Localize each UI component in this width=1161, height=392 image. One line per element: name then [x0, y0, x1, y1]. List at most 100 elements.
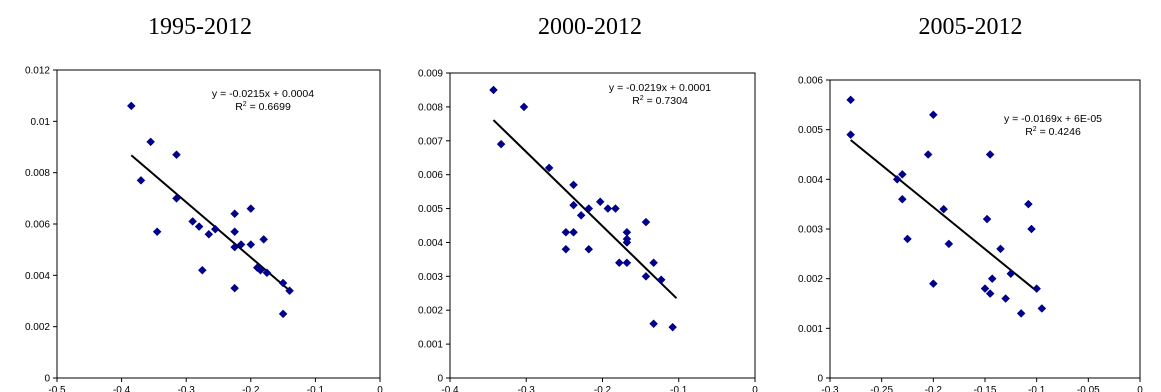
- data-point: [903, 234, 912, 244]
- x-tick-label: 0: [752, 385, 758, 392]
- y-tick-label: 0.002: [25, 322, 50, 333]
- x-tick-label: -0.3: [518, 385, 536, 392]
- y-tick-label: 0.008: [418, 102, 443, 113]
- x-tick-label: 0: [1137, 385, 1143, 392]
- y-tick-label: 0.007: [418, 136, 443, 147]
- chart-panel-2005-2012: 2005-2012 0 0.001 0.002 0.003 0.004 0.005 0.00…: [780, 0, 1161, 392]
- data-point: [987, 274, 997, 284]
- data-point: [996, 244, 1005, 254]
- data-point: [519, 102, 529, 112]
- data-point: [980, 284, 990, 293]
- data-point: [210, 224, 220, 234]
- data-point: [204, 229, 214, 239]
- data-point: [595, 197, 605, 207]
- trendline-equation: y = -0.0219x + 0.0001: [609, 82, 711, 94]
- data-point: [1001, 294, 1011, 303]
- y-tick-label: 0.003: [418, 272, 443, 283]
- y-tick-label: 0.002: [418, 306, 443, 317]
- y-tick-label: 0.012: [25, 66, 50, 77]
- data-point: [584, 204, 594, 213]
- y-tick-label: 0: [44, 374, 50, 385]
- y-tick-label: 0.006: [25, 220, 50, 231]
- x-tick-label: -0.4: [113, 385, 131, 392]
- y-tick-label: 0.008: [25, 168, 50, 179]
- x-tick-label: -0.1: [1028, 385, 1046, 392]
- x-tick-label: -0.5: [48, 385, 66, 392]
- data-point: [1016, 309, 1026, 318]
- data-point: [152, 227, 162, 237]
- x-tick-label: -0.05: [1077, 385, 1100, 392]
- data-point: [611, 204, 620, 213]
- data-point: [1032, 284, 1042, 293]
- data-point: [846, 95, 856, 105]
- trendline-equation: y = -0.0169x + 6E-05: [1004, 113, 1102, 125]
- data-point: [614, 258, 624, 268]
- data-point: [489, 85, 498, 95]
- data-point: [641, 217, 651, 227]
- data-point: [172, 150, 181, 160]
- y-tick-label: 0: [437, 374, 443, 385]
- data-point: [1006, 269, 1016, 279]
- data-point: [939, 204, 949, 214]
- x-tick-label: -0.1: [670, 385, 688, 392]
- data-point: [1024, 199, 1033, 209]
- data-point: [188, 217, 198, 226]
- y-tick-label: 0.005: [418, 204, 443, 215]
- data-point: [285, 286, 294, 296]
- y-tick-label: 0.01: [31, 117, 51, 128]
- x-tick-label: -0.2: [242, 385, 260, 392]
- data-point: [236, 240, 246, 249]
- x-tick-label: -0.25: [870, 385, 893, 392]
- data-point: [649, 258, 658, 268]
- data-point: [649, 319, 658, 329]
- data-point: [892, 174, 902, 184]
- data-point: [846, 130, 856, 139]
- data-point: [246, 204, 256, 213]
- y-tick-label: 0.004: [418, 238, 443, 249]
- data-point: [923, 150, 933, 159]
- y-tick-label: 0.006: [798, 76, 823, 87]
- y-tick-label: 0: [817, 374, 823, 385]
- y-tick-label: 0.005: [798, 125, 823, 136]
- data-point: [928, 279, 938, 288]
- x-tick-label: -0.3: [821, 385, 839, 392]
- y-tick-label: 0.003: [798, 225, 823, 236]
- data-point: [496, 139, 506, 149]
- x-tick-label: -0.2: [925, 385, 943, 392]
- data-point: [561, 244, 571, 254]
- data-point: [126, 101, 136, 111]
- data-point: [172, 193, 181, 203]
- y-tick-label: 0.001: [798, 324, 823, 335]
- scatter-plot-2005-2012: 0 0.001 0.002 0.003 0.004 0.005 0.006 -0.3 -0.25…: [798, 76, 1143, 392]
- data-point: [262, 268, 272, 278]
- data-point: [544, 163, 554, 173]
- chart-title: 2005-2012: [918, 14, 1023, 40]
- data-point: [928, 110, 938, 120]
- chart-title: 1995-2012: [148, 14, 252, 40]
- data-point: [278, 309, 288, 319]
- trend-line: [130, 154, 291, 292]
- y-tick-label: 0.009: [418, 69, 443, 80]
- chart-panel-1995-2012: 1995-2012 0 0.002 0.004 0.006 0.008 0.01 0.012…: [0, 0, 400, 392]
- plot-area: [56, 69, 381, 379]
- scatter-plot-2000-2012: 0 0.001 0.002 0.003 0.004 0.005 0.006 0.007 0.00…: [418, 69, 758, 392]
- data-point: [256, 265, 265, 275]
- chart-title: 2000-2012: [538, 14, 642, 40]
- data-point: [622, 258, 632, 268]
- trendline-equation: y = -0.0215x + 0.0004: [212, 88, 314, 100]
- r-squared-label: R2 = 0.4246: [1025, 126, 1081, 138]
- y-tick-label: 0.001: [418, 340, 443, 351]
- data-point: [584, 244, 594, 254]
- data-point: [668, 322, 678, 332]
- data-point: [569, 180, 578, 190]
- data-point: [194, 222, 204, 231]
- r-squared-label: R2 = 0.7304: [632, 95, 688, 107]
- chart-panel-2000-2012: 2000-2012 0 0.001 0.002 0.003 0.004 0.005 0.00…: [400, 0, 780, 392]
- r-squared-label: R2 = 0.6699: [235, 101, 291, 113]
- x-tick-label: -0.15: [974, 385, 997, 392]
- scatter-plot-1995-2012: 0 0.002 0.004 0.006 0.008 0.01 0.012 -0.5 -0.4 -0…: [25, 66, 383, 392]
- data-point: [230, 209, 240, 219]
- x-tick-label: -0.1: [307, 385, 325, 392]
- x-tick-label: -0.2: [594, 385, 612, 392]
- data-point: [897, 194, 907, 204]
